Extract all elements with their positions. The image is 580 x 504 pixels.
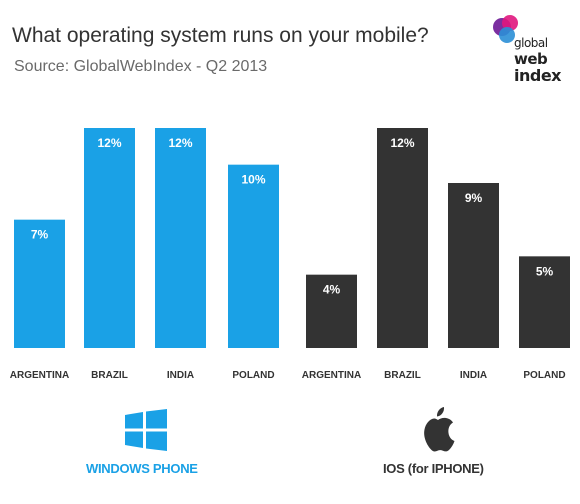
windows-logo-icon: [125, 409, 167, 451]
logo-word-global: global: [514, 36, 548, 50]
value-label-1-india: 9%: [465, 191, 483, 205]
series-label-ios: IOS (for IPHONE): [383, 461, 484, 476]
series-label-windows-phone: WINDOWS PHONE: [86, 461, 198, 476]
value-label-1-poland: 5%: [536, 264, 554, 278]
chart-title: What operating system runs on your mobil…: [12, 24, 429, 47]
value-label-0-india: 12%: [168, 136, 192, 150]
bar-0-brazil: [84, 128, 135, 348]
bar-charts: 7% ARGENTINA 12% BRAZIL 12% INDIA 10% POLAND 4% A…: [10, 128, 570, 381]
category-label-0-argentina: ARGENTINA: [10, 370, 69, 381]
bar-1-poland: [519, 256, 570, 348]
globalwebindex-logo: global web index: [490, 10, 574, 102]
category-label-1-argentina: ARGENTINA: [302, 370, 361, 381]
bar-1-brazil: [377, 128, 428, 348]
value-label-0-poland: 10%: [241, 173, 265, 187]
value-label-0-argentina: 7%: [31, 228, 49, 242]
chart-subtitle: Source: GlobalWebIndex - Q2 2013: [14, 58, 268, 75]
logo-circles-icon: [493, 15, 518, 43]
value-label-0-brazil: 12%: [97, 136, 121, 150]
logo-word-index: index: [514, 66, 562, 85]
value-label-1-brazil: 12%: [390, 136, 414, 150]
category-label-0-brazil: BRAZIL: [91, 370, 128, 381]
apple-logo-icon: [424, 407, 455, 452]
bar-1-india: [448, 183, 499, 348]
value-label-1-argentina: 4%: [323, 283, 341, 297]
category-label-1-brazil: BRAZIL: [384, 370, 421, 381]
category-label-0-poland: POLAND: [232, 370, 274, 381]
category-label-0-india: INDIA: [167, 370, 194, 381]
bar-0-india: [155, 128, 206, 348]
bar-1-argentina: [306, 274, 357, 348]
bar-0-argentina: [14, 219, 65, 348]
logo-word-web: web: [514, 50, 548, 68]
category-label-1-india: INDIA: [460, 370, 487, 381]
bar-0-poland: [228, 164, 279, 348]
category-label-1-poland: POLAND: [523, 370, 565, 381]
